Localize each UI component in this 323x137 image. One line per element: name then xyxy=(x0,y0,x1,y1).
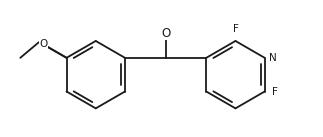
Text: F: F xyxy=(233,24,238,34)
Text: N: N xyxy=(269,53,276,63)
Text: F: F xyxy=(272,86,278,96)
Text: O: O xyxy=(39,39,47,49)
Text: O: O xyxy=(161,27,170,40)
